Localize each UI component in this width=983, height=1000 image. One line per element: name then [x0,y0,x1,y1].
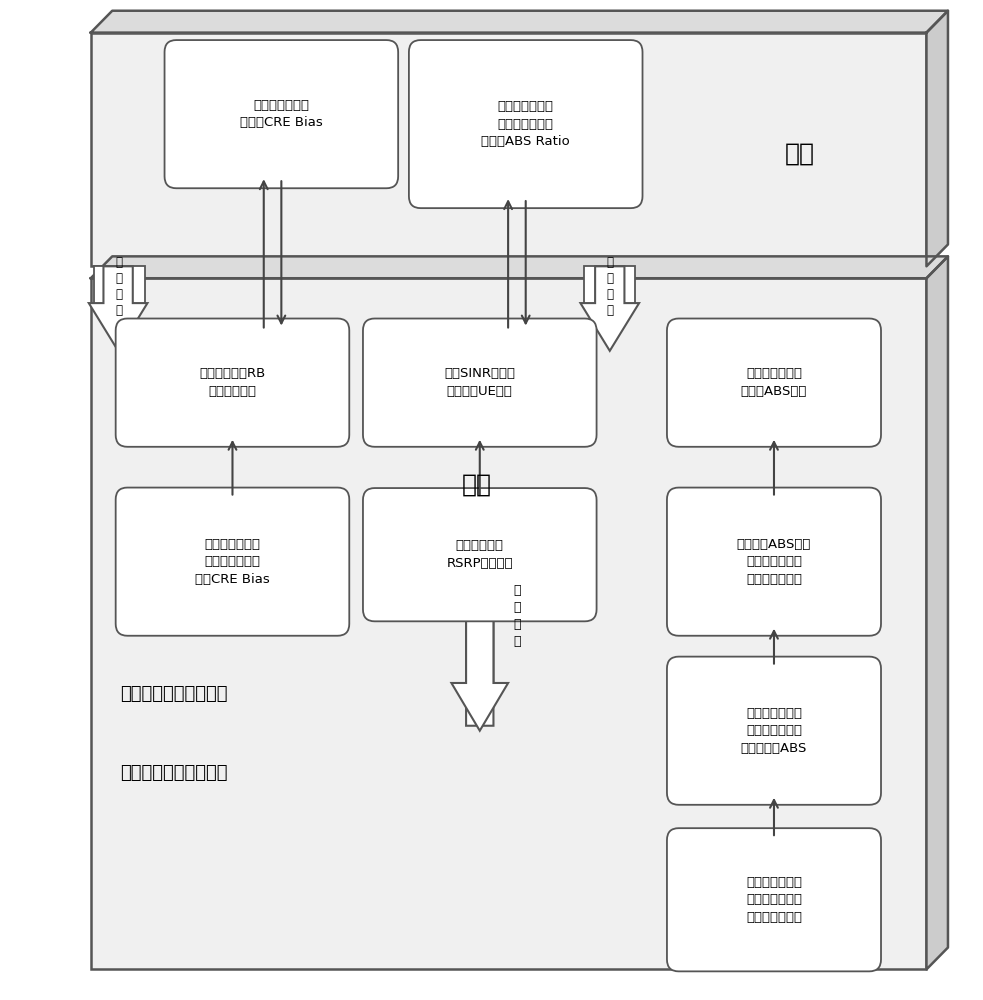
FancyArrow shape [88,266,147,351]
Text: 综合各微小区边
缘用户比例，决
定宏站ABS Ratio: 综合各微小区边 缘用户比例，决 定宏站ABS Ratio [482,100,570,148]
FancyBboxPatch shape [666,319,881,447]
Text: 微
微
干
扰: 微 微 干 扰 [513,584,521,648]
Polygon shape [926,256,948,969]
Text: 宏
微
干
扰: 宏 微 干 扰 [607,256,613,317]
Bar [90,278,926,969]
Polygon shape [90,11,948,33]
Text: 统计历史平均RB
资源占用情况: 统计历史平均RB 资源占用情况 [200,367,265,398]
Text: 估计各组ABS配置
下的系统容量并
比较确定最优值: 估计各组ABS配置 下的系统容量并 比较确定最优值 [737,538,811,586]
Text: 超密集异构微小区网络: 超密集异构微小区网络 [120,685,228,703]
Text: 根据需要周期性
地调节CRE Bias: 根据需要周期性 地调节CRE Bias [240,99,322,129]
FancyBboxPatch shape [666,488,881,636]
FancyArrow shape [451,507,508,731]
FancyBboxPatch shape [666,828,881,971]
Text: 业
务
卸
载: 业 务 卸 载 [116,256,123,317]
FancyArrow shape [451,502,508,726]
FancyBboxPatch shape [116,319,349,447]
FancyBboxPatch shape [363,319,597,447]
Text: 下宏微小区间干扰消除: 下宏微小区间干扰消除 [120,764,228,782]
Text: 宏站: 宏站 [784,142,814,166]
Text: 统计小站间干扰
情况并以干扰源
强度对小站排序: 统计小站间干扰 情况并以干扰源 强度对小站排序 [746,876,802,924]
Bar [93,266,145,306]
Text: 从最强干扰源微
小区开始依次为
微小区配置ABS: 从最强干扰源微 小区开始依次为 微小区配置ABS [741,707,807,755]
Polygon shape [90,256,948,278]
Bar [90,33,926,266]
Bar [584,266,635,306]
FancyArrow shape [580,266,639,351]
Text: 按最优配置参数
对小站ABS配置: 按最优配置参数 对小站ABS配置 [741,367,807,398]
Text: 收集小站用户
RSRP上报情况: 收集小站用户 RSRP上报情况 [446,539,513,570]
FancyBboxPatch shape [363,488,597,621]
Polygon shape [926,11,948,266]
FancyBboxPatch shape [116,488,349,636]
Text: 计算SINR并统计
低于门限UE比例: 计算SINR并统计 低于门限UE比例 [444,367,515,398]
FancyBboxPatch shape [409,40,643,208]
FancyBboxPatch shape [164,40,398,188]
Text: 小站: 小站 [462,473,492,497]
FancyBboxPatch shape [666,657,881,805]
Text: 微小区扩展，配
置宏微小区对之
间的CRE Bias: 微小区扩展，配 置宏微小区对之 间的CRE Bias [195,538,270,586]
